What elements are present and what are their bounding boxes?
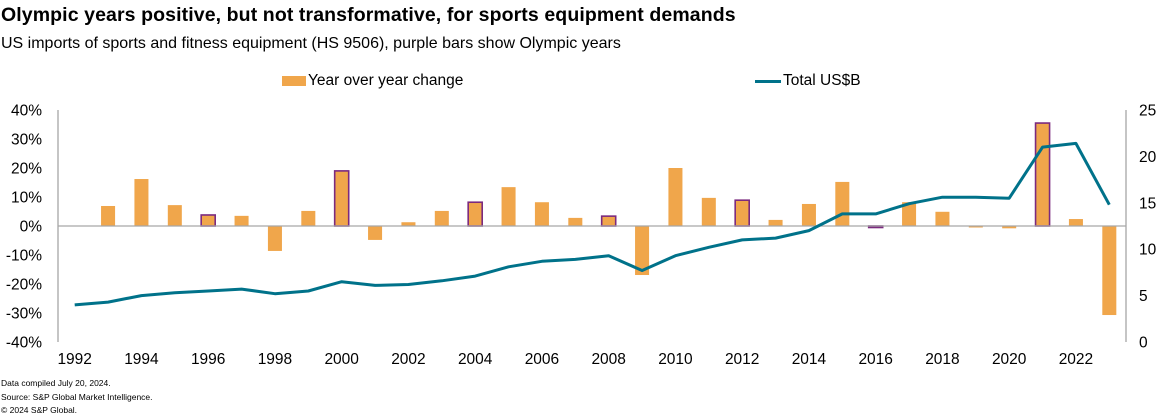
left-tick-label: 10% bbox=[11, 190, 42, 207]
right-tick-label: 25 bbox=[1139, 103, 1156, 120]
line-series-total bbox=[74, 141, 1111, 307]
bar-2005 bbox=[501, 187, 516, 226]
bar-1997 bbox=[234, 215, 249, 226]
x-tick-label: 2008 bbox=[591, 351, 625, 368]
right-tick-label: 20 bbox=[1139, 149, 1157, 166]
x-tick-label: 2000 bbox=[324, 351, 359, 368]
bar-2022 bbox=[1068, 219, 1083, 226]
left-tick-label: 40% bbox=[11, 103, 42, 120]
legend-line-swatch-icon bbox=[755, 79, 781, 83]
bar-2018 bbox=[935, 211, 950, 226]
x-tick-label: 2002 bbox=[391, 351, 425, 368]
bar-2017 bbox=[902, 202, 917, 226]
chart-title: Olympic years positive, but not transfor… bbox=[1, 4, 736, 26]
bar-1994 bbox=[134, 179, 149, 226]
footnote-copyright: © 2024 S&P Global. bbox=[1, 405, 78, 415]
bar-1993 bbox=[101, 205, 116, 226]
legend-item-total: Total US$B bbox=[755, 72, 861, 90]
bar-1998 bbox=[267, 226, 282, 251]
footnote-compiled: Data compiled July 20, 2024. bbox=[1, 378, 111, 388]
x-tick-label: 2018 bbox=[925, 351, 959, 368]
left-tick-label: 20% bbox=[11, 161, 42, 178]
left-tick-label: -40% bbox=[6, 335, 42, 352]
bar-2020 bbox=[1002, 226, 1017, 229]
bar-2002 bbox=[401, 222, 416, 226]
x-tick-label: 1998 bbox=[258, 351, 292, 368]
legend-bar-swatch-icon bbox=[282, 76, 306, 86]
bar-olympic-2008 bbox=[600, 215, 617, 227]
bar-2011 bbox=[701, 197, 716, 226]
x-tick-label: 2014 bbox=[792, 351, 827, 368]
legend-item-yoy: Year over year change bbox=[282, 72, 463, 90]
bar-2009 bbox=[635, 226, 650, 276]
bar-olympic-2000 bbox=[333, 170, 350, 227]
x-tick-label: 2020 bbox=[992, 351, 1027, 368]
legend-label-yoy: Year over year change bbox=[308, 72, 464, 89]
bar-2010 bbox=[668, 168, 683, 226]
bar-1995 bbox=[167, 205, 182, 226]
chart-subtitle: US imports of sports and fitness equipme… bbox=[1, 35, 621, 52]
left-tick-label: -20% bbox=[6, 277, 42, 294]
right-tick-label: 15 bbox=[1139, 195, 1156, 212]
bar-olympic-2021 bbox=[1034, 122, 1051, 227]
bar-2023 bbox=[1102, 226, 1117, 316]
left-tick-label: 30% bbox=[11, 132, 42, 149]
x-tick-label: 2022 bbox=[1059, 351, 1093, 368]
bar-olympic-2004 bbox=[467, 201, 483, 227]
x-tick-label: 2012 bbox=[725, 351, 759, 368]
bar-olympic-1996 bbox=[200, 214, 216, 227]
bar-2019 bbox=[968, 226, 983, 228]
x-tick-label: 1996 bbox=[191, 351, 225, 368]
x-tick-label: 2004 bbox=[458, 351, 493, 368]
x-tick-label: 1992 bbox=[57, 351, 91, 368]
footnote-source: Source: S&P Global Market Intelligence. bbox=[1, 392, 153, 402]
bar-2014 bbox=[801, 203, 816, 226]
bar-2003 bbox=[434, 210, 449, 226]
legend-label-total: Total US$B bbox=[783, 72, 861, 89]
left-tick-label: -30% bbox=[6, 306, 42, 323]
x-tick-label: 2016 bbox=[858, 351, 892, 368]
x-tick-label: 2010 bbox=[658, 351, 693, 368]
right-tick-label: 0 bbox=[1139, 335, 1148, 352]
x-tick-label: 1994 bbox=[124, 351, 159, 368]
left-tick-label: -10% bbox=[6, 248, 42, 265]
bar-2001 bbox=[368, 226, 383, 240]
x-tick-label: 2006 bbox=[525, 351, 559, 368]
bar-2015 bbox=[835, 181, 850, 226]
bar-olympic-2012 bbox=[734, 199, 750, 227]
bar-2007 bbox=[568, 217, 583, 226]
bar-2013 bbox=[768, 219, 783, 226]
right-tick-label: 5 bbox=[1139, 288, 1148, 305]
left-tick-label: 0% bbox=[20, 219, 43, 236]
bar-2006 bbox=[534, 202, 549, 226]
bar-1999 bbox=[301, 210, 316, 226]
right-tick-label: 10 bbox=[1139, 242, 1157, 259]
